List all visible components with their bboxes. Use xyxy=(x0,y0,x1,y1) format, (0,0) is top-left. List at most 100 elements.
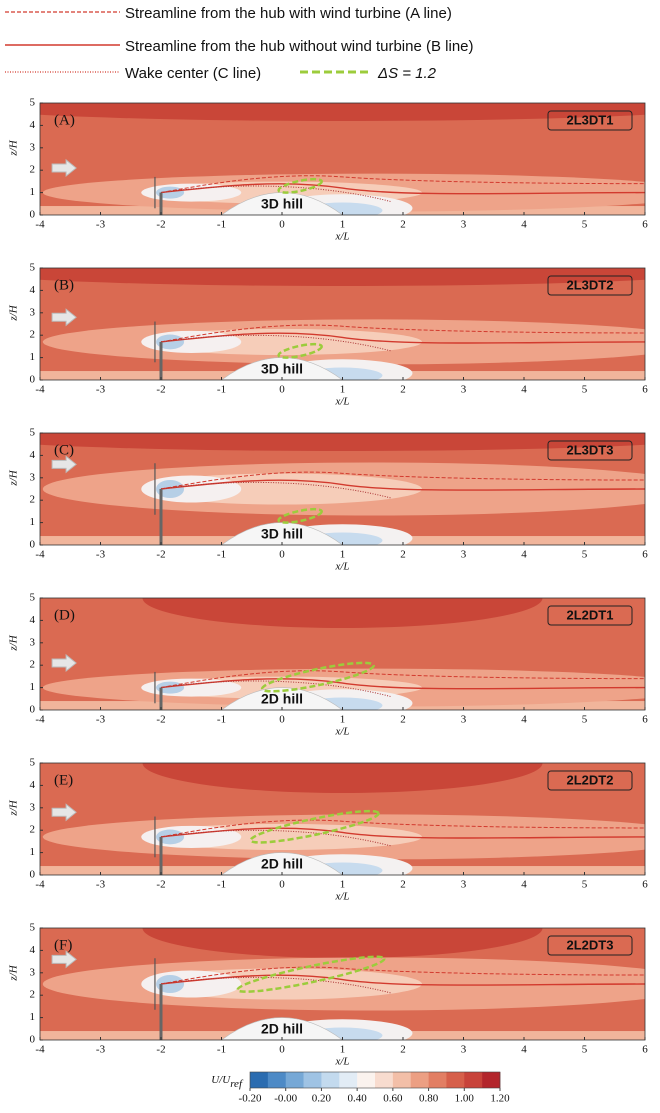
y-tick-label: 3 xyxy=(30,966,36,978)
field-blue xyxy=(156,334,185,350)
x-tick-label: -1 xyxy=(217,879,226,891)
y-tick-label: 3 xyxy=(30,471,36,483)
x-tick-label: -3 xyxy=(96,714,106,726)
x-tick-label: -3 xyxy=(96,879,106,891)
y-axis-label: z/H xyxy=(8,469,20,486)
x-tick-label: 2 xyxy=(400,879,406,891)
y-tick-label: 0 xyxy=(30,704,36,716)
x-tick-label: 1 xyxy=(340,714,346,726)
field-upper xyxy=(142,598,543,628)
x-tick-label: -1 xyxy=(217,714,226,726)
delta-s-contour xyxy=(277,507,323,524)
colorbar-frame xyxy=(249,1071,501,1089)
delta-s-contour xyxy=(260,661,375,693)
y-tick-label: 2 xyxy=(30,659,36,671)
streamline-a xyxy=(160,471,645,490)
y-tick-label: 1 xyxy=(30,516,36,528)
x-tick-label: 5 xyxy=(582,1044,588,1056)
x-tick-label: 6 xyxy=(642,879,648,891)
legend-entry: Streamline from the hub without wind tur… xyxy=(125,38,474,55)
colorbar-tick-label: 0.20 xyxy=(312,1093,332,1105)
streamline-b xyxy=(160,332,645,344)
x-tick-label: -4 xyxy=(35,549,45,561)
colorbar-swatch xyxy=(464,1072,483,1088)
x-tick-label: -1 xyxy=(217,549,226,561)
panel-label: (C) xyxy=(54,442,74,458)
x-tick-label: 1 xyxy=(340,879,346,891)
y-tick-label: 4 xyxy=(30,944,36,956)
colorbar-swatch xyxy=(428,1072,447,1088)
colorbar-swatch xyxy=(250,1072,269,1088)
x-tick-label: 5 xyxy=(582,714,588,726)
x-tick-label: -3 xyxy=(96,219,106,231)
field-upper xyxy=(142,763,543,793)
y-tick-label: 0 xyxy=(30,869,36,881)
case-name: 2L2DT1 xyxy=(567,607,614,622)
wake-center xyxy=(160,185,392,203)
field-upper xyxy=(40,268,645,286)
panel-label: (F) xyxy=(54,937,72,953)
y-tick-label: 3 xyxy=(30,141,36,153)
x-tick-label: -2 xyxy=(156,879,165,891)
streamline-b xyxy=(160,974,645,986)
x-tick-label: 5 xyxy=(582,879,588,891)
y-tick-label: 5 xyxy=(30,592,36,604)
hill-label: 2D hill xyxy=(261,691,303,707)
x-tick-label: 3 xyxy=(461,714,467,726)
x-axis-label: x/L xyxy=(334,396,349,408)
x-tick-label: -3 xyxy=(96,549,106,561)
hill xyxy=(220,1017,344,1040)
y-tick-label: 2 xyxy=(30,824,36,836)
delta-s-contour xyxy=(277,177,323,194)
wake-center xyxy=(160,334,392,352)
y-tick-label: 5 xyxy=(30,427,36,439)
streamline-a xyxy=(160,175,645,194)
x-tick-label: 4 xyxy=(521,384,527,396)
colorbar-swatch xyxy=(410,1072,429,1088)
x-tick-label: 0 xyxy=(279,219,285,231)
x-tick-label: -2 xyxy=(156,549,165,561)
x-tick-label: 6 xyxy=(642,1044,648,1056)
x-tick-label: -1 xyxy=(217,219,226,231)
x-tick-label: 4 xyxy=(521,549,527,561)
y-tick-label: 4 xyxy=(30,119,36,131)
contour-field xyxy=(40,928,645,1040)
colorbar-swatch xyxy=(321,1072,340,1088)
panel-label: (D) xyxy=(54,607,75,623)
x-tick-label: 4 xyxy=(521,714,527,726)
case-name: 2L3DT3 xyxy=(567,442,614,457)
y-tick-label: 5 xyxy=(30,97,36,109)
y-tick-label: 3 xyxy=(30,801,36,813)
wake-center xyxy=(160,680,392,698)
x-tick-label: 4 xyxy=(521,879,527,891)
hill xyxy=(220,852,344,875)
inflow-arrow xyxy=(51,455,77,474)
colorbar-tick-label: 1.00 xyxy=(455,1093,475,1105)
x-tick-label: -2 xyxy=(156,1044,165,1056)
legend-entry: Streamline from the hub with wind turbin… xyxy=(125,5,452,22)
x-tick-label: 3 xyxy=(461,219,467,231)
colorbar-swatch xyxy=(375,1072,394,1088)
case-name: 2L2DT2 xyxy=(567,772,614,787)
y-tick-label: 1 xyxy=(30,846,36,858)
inflow-arrow xyxy=(51,653,77,673)
x-tick-label: 6 xyxy=(642,219,648,231)
streamline-a xyxy=(160,966,645,985)
streamline-b xyxy=(160,827,645,839)
case-name: 2L2DT3 xyxy=(567,937,614,952)
x-tick-label: -4 xyxy=(35,714,45,726)
x-tick-label: 3 xyxy=(461,879,467,891)
field-blue xyxy=(156,186,185,199)
colorbar-tick-label: -0.20 xyxy=(239,1093,262,1105)
x-axis-label: x/L xyxy=(334,561,349,573)
y-tick-label: 0 xyxy=(30,1034,36,1046)
x-tick-label: 5 xyxy=(582,549,588,561)
streamline-b xyxy=(160,183,645,195)
x-tick-label: 0 xyxy=(279,879,285,891)
x-axis-label: x/L xyxy=(334,1056,349,1068)
colorbar-tick-label: -0.00 xyxy=(274,1093,297,1105)
x-tick-label: 0 xyxy=(279,384,285,396)
field-blue xyxy=(156,480,185,498)
y-tick-label: 0 xyxy=(30,539,36,551)
inflow-arrow xyxy=(51,950,77,969)
